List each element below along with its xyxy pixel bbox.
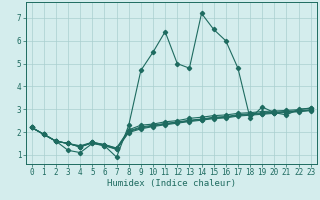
X-axis label: Humidex (Indice chaleur): Humidex (Indice chaleur) [107, 179, 236, 188]
